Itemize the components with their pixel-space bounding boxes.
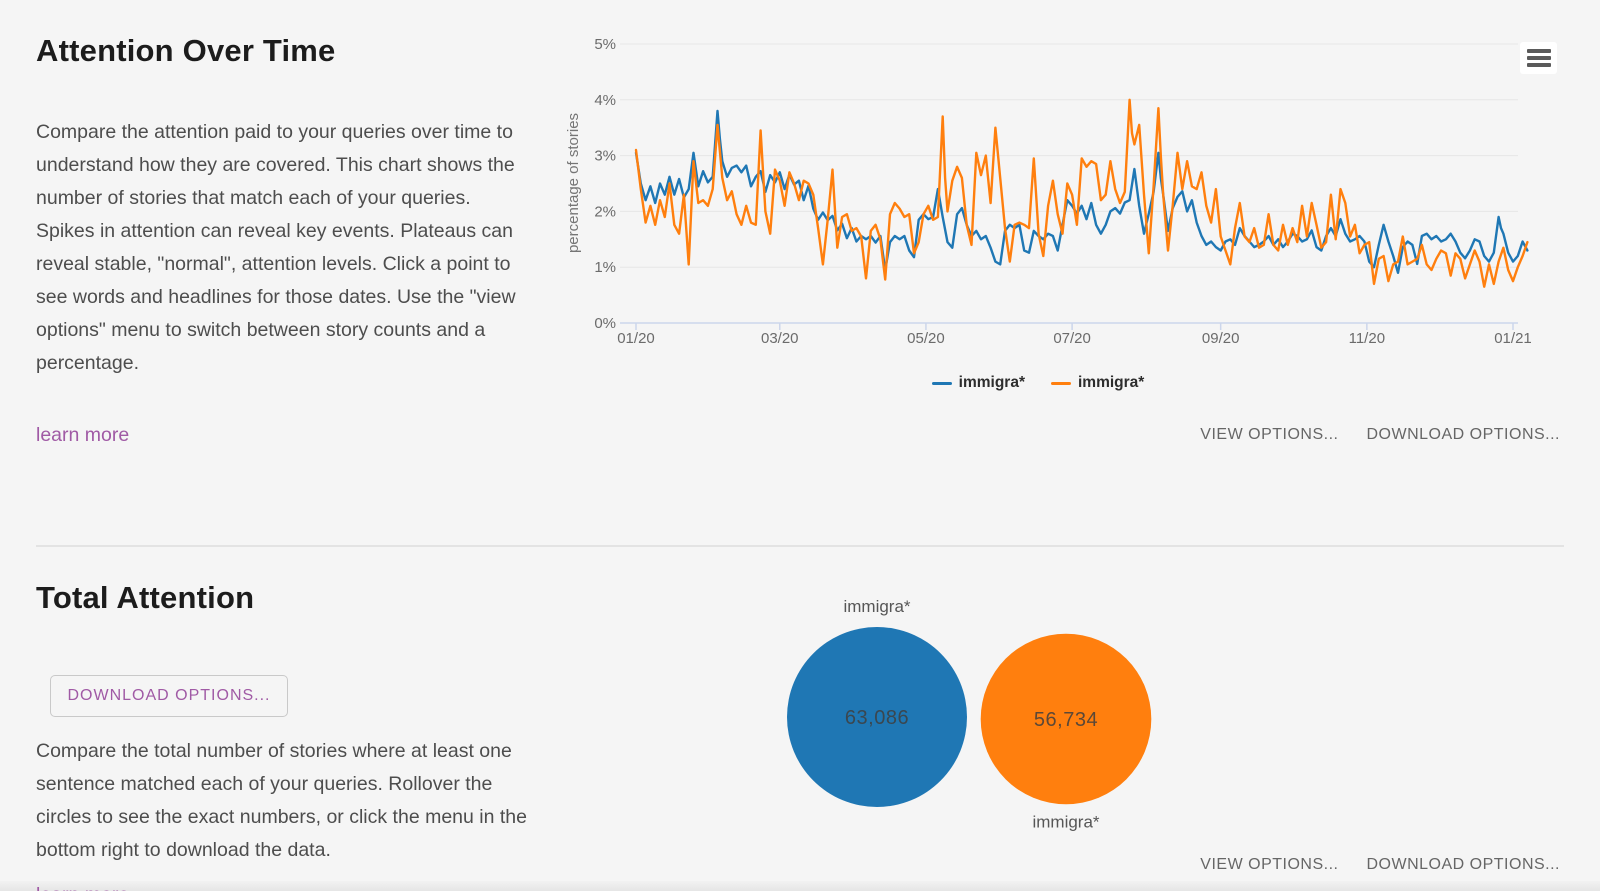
series-line-0[interactable] — [634, 109, 1529, 274]
chart-context-menu-button[interactable] — [1520, 42, 1557, 74]
x-axis-tick-label: 01/21 — [1494, 330, 1532, 347]
attention-over-time-description: Compare the attention paid to your queri… — [36, 121, 516, 374]
x-axis-tick-label: 03/20 — [761, 330, 799, 347]
legend-swatch-icon — [1051, 381, 1071, 385]
bubble-value: 56,734 — [1034, 709, 1098, 731]
y-axis-tick-label: 4% — [594, 92, 616, 109]
view-options-link[interactable]: VIEW OPTIONS... — [1200, 856, 1339, 873]
chart-legend: immigra* immigra* — [560, 374, 1516, 392]
legend-item[interactable]: immigra* — [931, 374, 1025, 392]
legend-label: immigra* — [1078, 374, 1145, 391]
x-axis-tick-label: 09/20 — [1202, 330, 1240, 347]
download-options-button[interactable]: DOWNLOAD OPTIONS... — [50, 675, 288, 717]
x-axis-tick-label: 07/20 — [1053, 330, 1091, 347]
total-attention-bubble-chart[interactable]: 63,086 immigra* 56,734 immigra* — [787, 597, 1152, 831]
y-axis-tick-label: 5% — [594, 36, 616, 53]
y-axis-tick-label: 2% — [594, 203, 616, 220]
attention-chart-actions: VIEW OPTIONS... DOWNLOAD OPTIONS... — [1200, 426, 1560, 444]
legend-label: immigra* — [958, 374, 1025, 391]
hamburger-menu-icon — [1526, 49, 1551, 53]
y-axis-tick-label: 0% — [594, 315, 616, 332]
hamburger-menu-icon — [1526, 63, 1551, 67]
learn-more-link[interactable]: learn more — [36, 884, 129, 891]
download-options-link[interactable]: DOWNLOAD OPTIONS... — [1366, 426, 1560, 443]
bubble-label: immigra* — [843, 597, 910, 616]
series-line-1[interactable] — [634, 98, 1529, 288]
x-axis-tick-label: 11/20 — [1349, 330, 1385, 347]
y-axis-title: percentage of stories — [565, 113, 582, 253]
x-axis-tick-label: 01/20 — [617, 330, 655, 347]
next-section-edge — [0, 881, 1600, 891]
total-attention-description: Compare the total number of stories wher… — [36, 740, 527, 861]
total-attention-actions: VIEW OPTIONS... DOWNLOAD OPTIONS... — [1200, 856, 1560, 874]
hamburger-menu-icon — [1526, 56, 1551, 60]
attention-line-chart[interactable]: 0% 1% 2% 3% 4% 5% 01/20 03/20 05/20 07/20 09/20 11/… — [565, 36, 1532, 347]
section-divider — [36, 545, 1564, 547]
legend-item[interactable]: immigra* — [1051, 374, 1144, 392]
total-attention-title: Total Attention — [36, 580, 255, 615]
x-axis-tick-label: 05/20 — [907, 330, 945, 347]
legend-swatch-icon — [931, 381, 952, 385]
view-options-link[interactable]: VIEW OPTIONS... — [1200, 426, 1339, 443]
download-options-link[interactable]: DOWNLOAD OPTIONS... — [1366, 856, 1560, 873]
bubble-immigra*[interactable] — [980, 633, 1152, 805]
y-axis-tick-label: 3% — [594, 148, 616, 165]
bubble-label: immigra* — [1032, 812, 1099, 831]
attention-over-time-title: Attention Over Time — [36, 33, 336, 68]
bubble-value: 63,086 — [845, 707, 909, 729]
y-axis-tick-label: 1% — [594, 259, 616, 276]
learn-more-link[interactable]: learn more — [36, 424, 130, 446]
bubble-immigra*[interactable] — [787, 627, 967, 807]
